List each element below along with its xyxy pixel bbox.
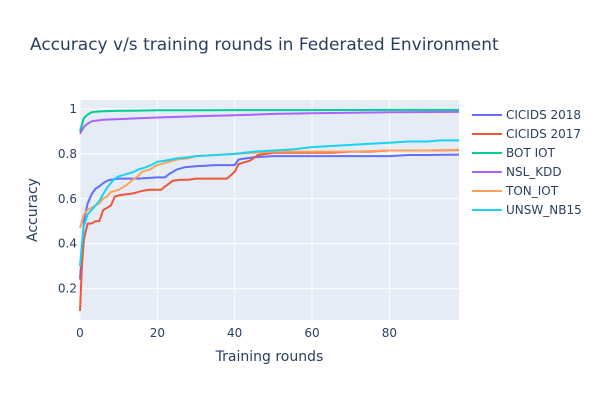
x-tick-label: 60: [304, 326, 319, 340]
series-line: [79, 148, 460, 229]
legend-label: TON_IOT: [505, 184, 559, 198]
y-axis-label: Accuracy: [25, 178, 41, 242]
y-tick-label: 0.2: [58, 282, 77, 296]
series-line: [79, 149, 460, 312]
x-axis-label: Training rounds: [215, 349, 324, 365]
legend-label: CICIDS 2018: [506, 108, 581, 122]
y-tick-label: 1: [69, 102, 77, 116]
legend-label: UNSW_NB15: [506, 203, 582, 217]
x-tick-label: 0: [76, 326, 84, 340]
y-tick-label: 0.6: [58, 192, 77, 206]
plot-area: [80, 100, 459, 320]
legend-label: BOT IOT: [506, 146, 556, 160]
x-tick-label: 80: [382, 326, 397, 340]
series-line: [79, 110, 460, 135]
legend: CICIDS 2018 CICIDS 2017 BOT IOT NSL_KDD TON_…: [472, 108, 582, 217]
series-line: [79, 153, 460, 280]
x-tick-label: 40: [227, 326, 242, 340]
y-tick-label: 0.4: [58, 237, 77, 251]
x-tick-label: 20: [150, 326, 165, 340]
series-line: [79, 108, 459, 132]
series-line: [79, 139, 459, 267]
legend-label: CICIDS 2017: [506, 127, 581, 141]
series-lines: [79, 108, 460, 312]
chart-title: Accuracy v/s training rounds in Federate…: [30, 35, 499, 55]
ticks: 0 20 40 60 80 0.2 0.4 0.6 0.8 1: [58, 102, 397, 340]
y-tick-label: 0.8: [58, 147, 77, 161]
legend-label: NSL_KDD: [506, 165, 562, 179]
